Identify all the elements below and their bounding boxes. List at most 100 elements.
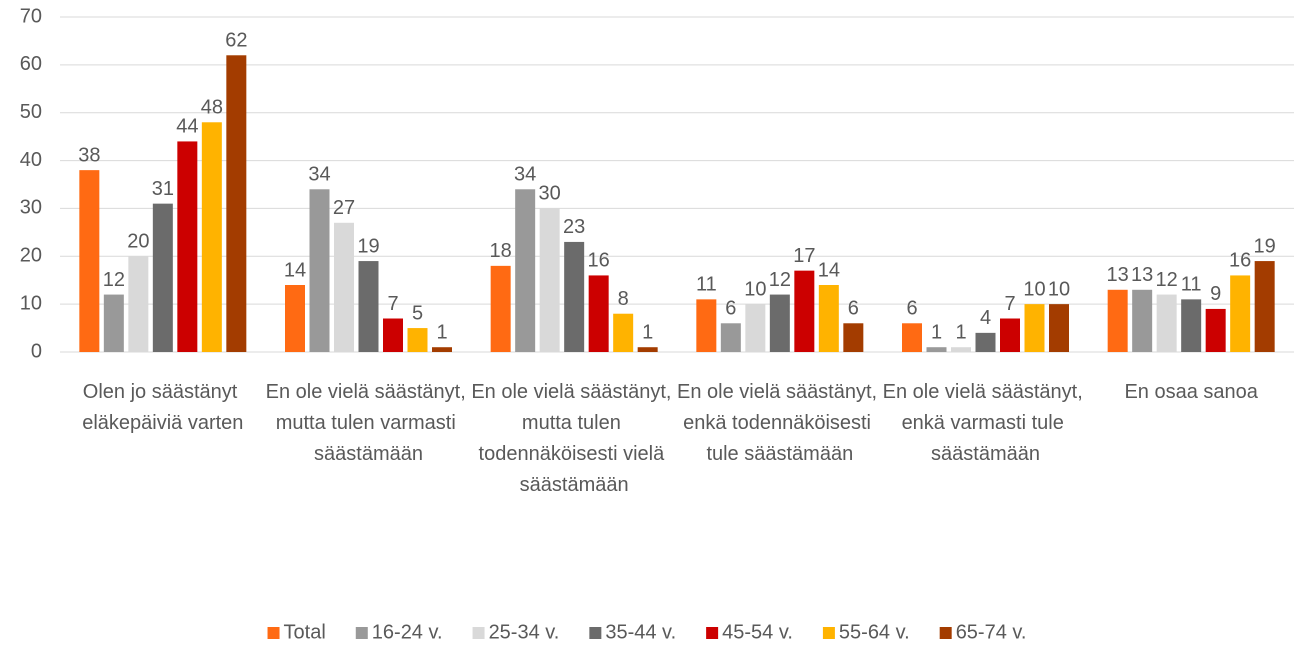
bar: [818, 285, 839, 352]
legend-label: 45-54 v.: [722, 621, 793, 643]
label-line: mutta tulen varmasti: [276, 412, 462, 434]
label-line: säästämään: [520, 474, 629, 496]
bar: [285, 285, 305, 352]
data-label: 1: [955, 321, 966, 343]
legend-label: 65-74 v.: [956, 621, 1027, 643]
bar: [334, 222, 354, 352]
data-label: 31: [152, 178, 174, 200]
y-tick-label: 60: [20, 53, 42, 75]
data-label: 1: [931, 321, 942, 343]
x-tick-label: Olen jo säästänyt eläkepäiviä varten: [82, 381, 243, 434]
bar: [1205, 308, 1226, 352]
x-tick-label: En ole vielä säästänyt, enkä varmasti tu…: [883, 381, 1089, 465]
data-label: 30: [539, 183, 561, 205]
data-label: 19: [1254, 235, 1276, 257]
bar: [769, 294, 790, 352]
data-label: 44: [176, 116, 198, 138]
x-tick-label: En ole vielä säästänyt, enkä todennäköis…: [677, 381, 883, 465]
bar: [745, 304, 766, 352]
y-tick-label: 20: [20, 245, 42, 267]
legend-swatch: [472, 627, 485, 639]
label-line: eläkepäiviä varten: [82, 412, 243, 434]
bar: [79, 170, 100, 352]
data-label: 27: [333, 197, 355, 219]
bar: [588, 275, 609, 352]
legend-item: 55-64 v.: [822, 621, 910, 643]
bar: [1181, 299, 1202, 352]
legend-swatch: [355, 627, 368, 639]
x-tick-label: En ole vielä säästänyt, mutta tulen varm…: [266, 381, 472, 465]
bar: [128, 256, 149, 352]
bar: [975, 332, 996, 352]
data-label: 11: [1181, 274, 1202, 296]
data-label: 8: [618, 288, 629, 310]
x-tick-label: En osaa sanoa: [1124, 381, 1258, 403]
data-label: 1: [436, 321, 447, 343]
label-line: En osaa sanoa: [1124, 381, 1258, 403]
bar: [1107, 289, 1128, 352]
bar: [637, 347, 658, 352]
data-label: 10: [744, 278, 766, 300]
legend-item: 35-44 v.: [589, 621, 676, 643]
data-label: 4: [980, 307, 991, 329]
label-line: En ole vielä säästänyt,: [471, 381, 677, 403]
legend-label: 25-34 v.: [489, 621, 560, 643]
bar: [1132, 289, 1153, 352]
data-label: 10: [1023, 278, 1045, 300]
bar: [1156, 294, 1177, 352]
bar: [720, 323, 741, 352]
data-label: 9: [1210, 283, 1221, 305]
data-label: 34: [514, 164, 536, 186]
data-label: 18: [490, 240, 512, 262]
legend-item: Total: [267, 621, 326, 643]
bar: [794, 270, 815, 352]
y-tick-label: 0: [31, 340, 42, 362]
data-label: 34: [308, 164, 330, 186]
data-label: 5: [412, 302, 423, 324]
bar: [152, 203, 173, 352]
data-label: 10: [1048, 278, 1070, 300]
bar: [407, 328, 428, 352]
x-tick-label: En ole vielä säästänyt, mutta tulen tode…: [471, 381, 677, 496]
bar: [383, 318, 403, 352]
data-label: 6: [848, 298, 859, 320]
label-line: mutta tulen: [522, 412, 627, 434]
y-tick-label: 10: [20, 292, 42, 314]
y-tick-label: 40: [20, 149, 42, 171]
bar: [613, 313, 634, 352]
data-label: 38: [78, 144, 100, 166]
data-label: 11: [696, 274, 717, 296]
legend-item: 16-24 v.: [355, 621, 443, 643]
bar: [201, 122, 222, 353]
bar: [843, 323, 864, 352]
data-label: 12: [769, 269, 791, 291]
bar: [539, 208, 560, 352]
bar: [432, 347, 452, 352]
data-label: 1: [642, 321, 653, 343]
bar: [926, 347, 947, 352]
bar: [951, 347, 971, 352]
legend-label: 16-24 v.: [372, 621, 443, 643]
data-label: 12: [103, 269, 125, 291]
data-label: 20: [127, 231, 149, 253]
label-line: todennäköisesti vielä: [479, 443, 670, 465]
label-line: Olen jo säästänyt: [83, 381, 243, 403]
legend-label: 55-64 v.: [839, 621, 910, 643]
y-tick-label: 70: [20, 5, 42, 27]
label-line: enkä todennäköisesti: [683, 412, 876, 434]
data-label: 7: [1004, 293, 1015, 315]
data-label: 16: [588, 250, 610, 272]
bar: [1049, 304, 1069, 352]
legend-label: 35-44 v.: [605, 621, 676, 643]
bar: [490, 265, 511, 352]
bar: [103, 294, 124, 352]
legend-item: 65-74 v.: [939, 621, 1027, 643]
label-line: En ole vielä säästänyt,: [266, 381, 472, 403]
data-label: 14: [818, 259, 840, 281]
label-line: enkä varmasti tule: [902, 412, 1070, 434]
legend-swatch: [589, 627, 602, 639]
legend-item: 25-34 v.: [472, 621, 560, 643]
data-label: 62: [225, 30, 247, 52]
data-label: 6: [725, 298, 736, 320]
bar: [177, 141, 198, 352]
